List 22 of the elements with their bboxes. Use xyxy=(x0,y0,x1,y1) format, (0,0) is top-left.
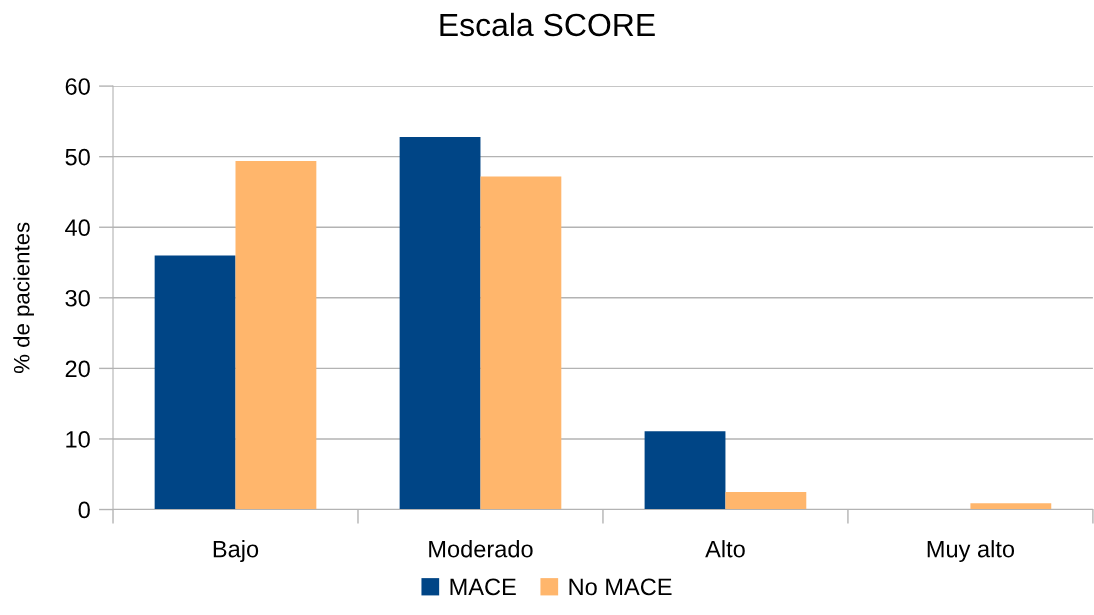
bar xyxy=(725,491,807,510)
chart-title: Escala SCORE xyxy=(440,12,655,37)
y-tick-label: 60 xyxy=(65,78,90,95)
x-tick-label: Alto xyxy=(705,540,745,558)
bar xyxy=(235,160,317,510)
y-tick-label: 20 xyxy=(65,360,90,378)
legend-label: MACE xyxy=(450,578,516,596)
y-axis-title: % de pacientes xyxy=(13,222,34,373)
bar xyxy=(154,255,236,510)
y-tick-label: 50 xyxy=(65,148,90,166)
bar xyxy=(644,431,726,510)
y-tick-label: 0 xyxy=(78,501,90,519)
y-tick-label: 10 xyxy=(66,431,90,448)
bar xyxy=(970,503,1052,510)
y-tick-label: 40 xyxy=(65,219,90,237)
bar xyxy=(480,176,562,510)
x-tick-label: Bajo xyxy=(213,540,259,563)
legend-label: No MACE xyxy=(569,578,672,596)
x-tick-label: Moderado xyxy=(429,540,533,558)
bar xyxy=(399,136,481,510)
y-tick-label: 30 xyxy=(65,289,90,307)
x-tick-label: Muy alto xyxy=(927,540,1015,563)
